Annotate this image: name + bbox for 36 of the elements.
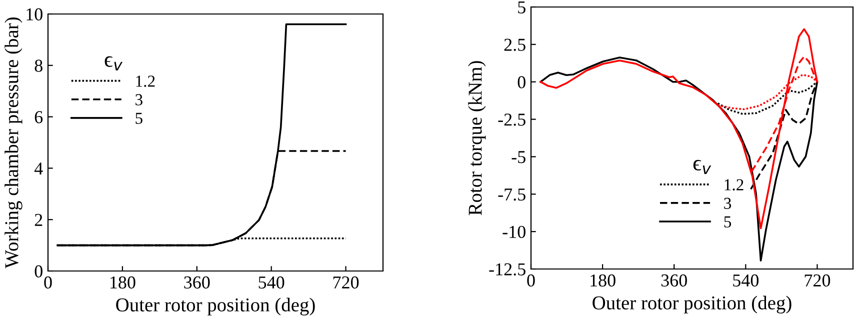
legend-label: 3: [136, 94, 142, 106]
y-tick-label: -12.5: [489, 263, 526, 276]
y-tick-label: 4: [34, 162, 43, 174]
legend-label: 1.2: [136, 76, 155, 87]
y-axis-title: Rotor torque (kNm): [468, 61, 486, 216]
y-axis-title: Working chamber pressure (bar): [4, 18, 22, 268]
x-tick-label: 180: [110, 276, 136, 289]
x-tick-label: 540: [258, 276, 284, 289]
y-tick-label: 5: [518, 1, 526, 14]
legend-title: ϵ$_{v}$: [693, 160, 712, 174]
x-axis-title: Outer rotor position (deg): [116, 298, 315, 316]
y-tick-label: 6: [34, 111, 43, 124]
y-tick-label: 0: [34, 265, 42, 278]
x-tick-label: 720: [804, 274, 830, 287]
x-tick-label: 720: [333, 276, 359, 289]
x-tick-label: 0: [44, 276, 52, 289]
y-tick-label: 0: [518, 76, 526, 88]
x-tick-label: 360: [184, 276, 210, 289]
y-tick-label: -2.5: [498, 114, 526, 126]
y-tick-label: 10: [26, 8, 42, 20]
legend-label: 5: [724, 216, 732, 228]
x-tick-label: 360: [661, 274, 687, 287]
x-tick-label: 0: [527, 274, 535, 287]
x-axis-title: Outer rotor position (deg): [592, 296, 792, 314]
x-tick-label: 180: [590, 274, 616, 287]
legend-label: 3: [724, 198, 732, 209]
y-tick-label: 2.5: [504, 38, 526, 51]
legend-title: ϵ$_{v}$: [104, 56, 123, 70]
y-tick-label: -5: [512, 151, 526, 164]
legend-label: 5: [136, 112, 142, 124]
y-tick-label: 8: [34, 60, 42, 72]
y-tick-label: 2: [34, 214, 42, 226]
legend-label: 1.2: [724, 179, 744, 190]
y-tick-label: -7.5: [498, 188, 526, 201]
y-tick-label: -10: [502, 226, 526, 238]
x-tick-label: 540: [733, 274, 759, 287]
